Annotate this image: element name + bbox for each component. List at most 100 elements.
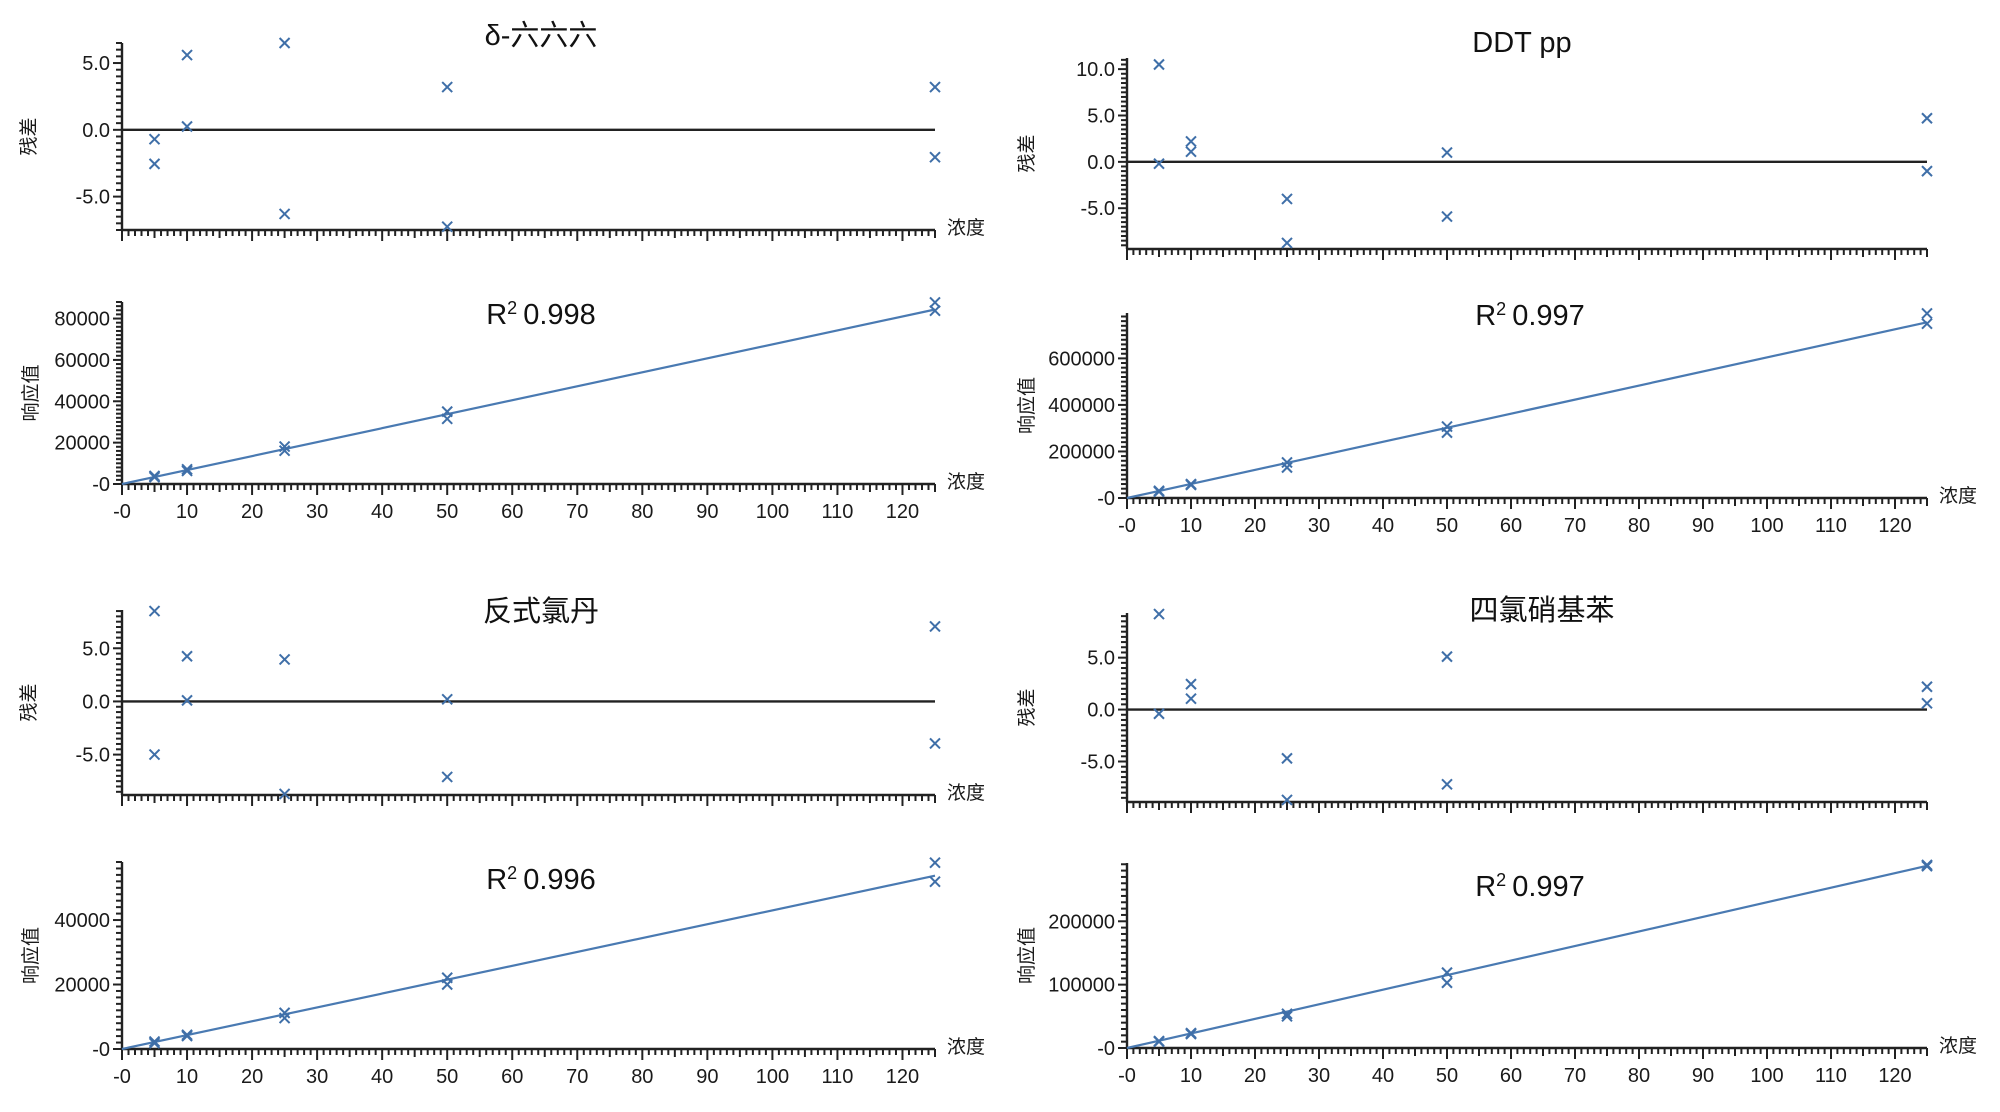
y-tick-label: 100000: [1048, 975, 1115, 997]
marker-stroke: [1153, 58, 1165, 71]
marker-stroke: [1441, 146, 1453, 159]
data-point-marker: [148, 1037, 161, 1049]
data-point-marker: [1281, 237, 1293, 249]
x-tick-label: 100: [756, 1066, 789, 1088]
marker-stroke: [1185, 135, 1197, 148]
data-point-marker: [278, 788, 291, 800]
marker-stroke: [1441, 650, 1453, 663]
marker-stroke: [929, 737, 941, 750]
r-squared-superscript: 2: [1496, 299, 1506, 319]
data-point-marker: [1185, 678, 1197, 690]
x-axis-label: 浓度: [947, 782, 985, 804]
marker-stroke: [1921, 317, 1933, 330]
data-point-marker: [441, 771, 453, 783]
x-tick-label: 120: [886, 1066, 919, 1088]
y-tick-label: -5.0: [76, 187, 110, 209]
x-tick-label: 10: [176, 501, 198, 523]
marker-stroke: [1281, 794, 1293, 806]
marker-stroke: [1185, 692, 1197, 705]
data-point-marker: [1441, 426, 1453, 439]
data-point-marker: [1153, 708, 1165, 720]
regression-line: [1126, 864, 1928, 1050]
marker-stroke: [1185, 1028, 1197, 1040]
x-tick-label: 20: [241, 1066, 263, 1088]
y-tick-label: -0: [92, 1039, 110, 1061]
data-point-marker: [278, 37, 291, 49]
x-axis-label: 浓度: [947, 471, 985, 493]
r-squared-value: 0.996: [523, 864, 596, 896]
tecnazene-response-panel: R2 0.997 响应值 -0 100000 200000 -0 10 20 30 40 50 60 70…: [1016, 859, 1977, 1087]
data-point-marker: [148, 605, 161, 617]
data-point-marker: [929, 81, 941, 93]
marker-stroke: [148, 605, 161, 617]
data-point-marker: [929, 151, 941, 163]
r-squared-label: R2 0.996: [486, 863, 596, 896]
ddt-pp-residual-panel: DDT pp 残差 10.0 5.0 0.0 -5.0: [1016, 27, 1933, 260]
x-tick-label: 70: [566, 501, 588, 523]
r-squared-value: 0.998: [523, 299, 596, 331]
marker-stroke: [278, 440, 291, 453]
y-tick-label: 0.0: [1087, 152, 1115, 174]
data-point-marker: [1281, 1010, 1293, 1023]
data-point-marker: [148, 1035, 161, 1048]
data-point-marker: [181, 120, 193, 133]
y-tick-label: 0.0: [82, 691, 110, 713]
data-point-marker: [1281, 456, 1293, 469]
marker-stroke: [278, 444, 291, 457]
data-point-marker: [278, 653, 291, 666]
x-tick-label: 100: [756, 501, 789, 523]
data-point-marker: [1281, 794, 1293, 806]
marker-stroke: [929, 296, 941, 309]
x-tick-label: 20: [1244, 515, 1266, 537]
x-tick-label: 80: [631, 1066, 653, 1088]
x-axis-label: 浓度: [1939, 485, 1977, 507]
marker-stroke: [1921, 681, 1933, 693]
data-point-marker: [1441, 966, 1453, 979]
y-tick-label: 80000: [54, 309, 110, 331]
chart-title: 反式氯丹: [483, 595, 599, 628]
r-squared-label: R2 0.997: [1475, 299, 1585, 332]
r-squared-value: 0.997: [1512, 300, 1585, 332]
x-tick-label: 30: [306, 501, 328, 523]
marker-stroke: [929, 151, 941, 163]
data-point-marker: [929, 875, 941, 888]
y-tick-label: 600000: [1048, 348, 1115, 370]
x-tick-label: 110: [821, 1066, 853, 1088]
marker-stroke: [441, 413, 453, 425]
marker-stroke: [1153, 708, 1165, 720]
marker-stroke: [1153, 486, 1165, 498]
data-point-marker: [929, 620, 941, 633]
data-point-marker: [441, 978, 453, 991]
data-point-marker: [441, 413, 453, 425]
data-point-marker: [278, 208, 291, 220]
y-tick-label: -5.0: [1081, 752, 1115, 774]
x-tick-label: -0: [113, 1066, 131, 1088]
data-point-marker: [278, 1012, 291, 1024]
data-point-marker: [181, 694, 193, 707]
marker-stroke: [441, 81, 453, 93]
marker-stroke: [181, 650, 193, 662]
marker-stroke: [1281, 193, 1293, 205]
data-point-marker: [278, 440, 291, 453]
r-squared-superscript: 2: [507, 863, 517, 883]
marker-stroke: [1441, 426, 1453, 439]
x-tick-label: 120: [886, 501, 919, 523]
x-tick-label: 70: [1564, 1065, 1586, 1087]
marker-stroke: [278, 208, 291, 220]
x-tick-label: 100: [1750, 515, 1783, 537]
data-point-marker: [1153, 1035, 1165, 1048]
x-tick-label: 120: [1878, 1065, 1911, 1087]
data-point-marker: [1921, 112, 1933, 124]
marker-stroke: [1921, 165, 1933, 177]
y-tick-label: -5.0: [1081, 198, 1115, 220]
r-squared-label: R2 0.998: [486, 298, 596, 331]
x-tick-label: 20: [241, 501, 263, 523]
data-point-marker: [1441, 210, 1453, 223]
x-axis-label: 浓度: [947, 1036, 985, 1058]
marker-stroke: [1281, 752, 1293, 765]
x-tick-label: 90: [1692, 515, 1714, 537]
marker-stroke: [929, 620, 941, 633]
marker-stroke: [929, 81, 941, 93]
x-tick-label: 110: [1815, 515, 1847, 537]
x-tick-label: 40: [371, 501, 393, 523]
